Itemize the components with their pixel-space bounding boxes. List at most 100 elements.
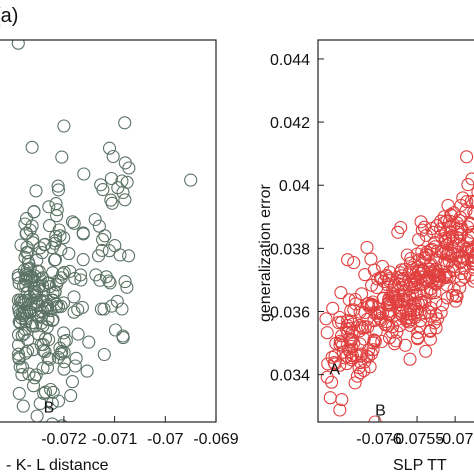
left-data-point — [102, 274, 116, 288]
left-data-point — [19, 430, 31, 442]
right-data-point — [349, 297, 363, 311]
left-data-point — [50, 203, 64, 217]
left-data-point — [26, 270, 40, 285]
right-data-point — [469, 247, 474, 260]
right-data-point — [368, 415, 382, 422]
right-data-point — [428, 236, 442, 250]
right-data-point — [327, 356, 341, 370]
right-data-point — [408, 278, 422, 292]
right-data-point — [375, 334, 389, 349]
left-data-point — [76, 226, 90, 240]
left-data-point — [92, 219, 106, 233]
left-data-point — [30, 409, 44, 422]
right-data-point — [347, 256, 361, 270]
right-data-point — [348, 376, 362, 390]
right-data-point — [431, 269, 445, 284]
left-data-point — [36, 271, 50, 285]
right-data-point — [399, 305, 413, 319]
right-data-point — [440, 247, 454, 261]
right-data-point — [447, 282, 461, 296]
right-plot-frame — [317, 39, 474, 423]
left-data-point — [93, 273, 107, 287]
right-data-point — [429, 276, 443, 290]
right-data-point — [399, 284, 413, 298]
left-data-point — [111, 181, 125, 195]
left-data-point — [25, 140, 39, 154]
right-y-tick-label: 0.034 — [270, 368, 310, 385]
left-points-layer — [11, 40, 198, 442]
left-data-point — [65, 215, 80, 229]
left-data-point — [88, 212, 102, 227]
right-y-tick-label: 0.044 — [270, 52, 310, 69]
right-data-point — [404, 313, 418, 327]
right-data-point — [380, 278, 394, 292]
left-data-point — [14, 238, 28, 252]
right-data-point — [361, 350, 375, 364]
right-data-point — [423, 243, 437, 257]
right-data-point — [395, 263, 409, 277]
left-data-point — [15, 368, 29, 382]
left-data-point — [73, 268, 88, 282]
panel-label: (a) — [0, 5, 18, 27]
left-data-point — [104, 171, 118, 186]
right-data-point — [415, 298, 429, 312]
right-points-layer — [319, 150, 474, 439]
right-data-point — [336, 345, 350, 359]
right-y-tick-label: 0.038 — [270, 241, 310, 258]
left-x-ticks: -0.072 -0.071 -0.07 -0.069 — [41, 416, 239, 448]
right-data-point — [358, 268, 372, 282]
right-data-point — [430, 312, 445, 326]
left-data-point — [97, 347, 111, 362]
right-data-point — [368, 334, 382, 348]
left-data-point — [54, 243, 68, 257]
left-data-point — [12, 304, 26, 319]
right-data-point — [323, 391, 337, 405]
left-data-point — [91, 249, 106, 263]
left-data-point — [45, 396, 59, 410]
right-data-point — [428, 316, 442, 330]
right-data-point — [334, 286, 348, 300]
right-x-axis-label: SLP TT — [393, 457, 447, 474]
left-data-point — [12, 276, 26, 290]
right-data-point — [465, 172, 474, 186]
right-data-point — [449, 251, 463, 265]
right-data-point — [371, 309, 385, 323]
right-data-point — [391, 225, 405, 239]
right-data-point — [450, 289, 464, 303]
right-data-point — [458, 270, 472, 284]
right-data-point — [319, 312, 333, 326]
right-data-point — [471, 186, 474, 198]
left-scatter-panel: -0.072 -0.071 -0.07 -0.069 - K- L distance … — [0, 39, 239, 474]
left-data-point — [46, 385, 60, 399]
right-y-tick-label: 0.036 — [270, 305, 310, 322]
right-axis-ticks: -0.076-0.0755-0.07 0.034 0.036 0.038 0.04 0.0… — [270, 52, 474, 448]
right-data-point — [330, 427, 342, 439]
right-data-point — [468, 195, 474, 208]
left-data-point — [12, 386, 26, 400]
left-data-point — [57, 326, 71, 340]
right-data-point — [347, 303, 361, 317]
right-data-point — [410, 331, 424, 345]
left-data-point — [115, 174, 129, 188]
left-data-point — [122, 161, 136, 175]
left-data-point — [40, 361, 55, 375]
left-data-point — [43, 352, 57, 366]
left-data-point — [102, 141, 117, 155]
right-data-point — [345, 353, 359, 367]
left-data-point — [11, 268, 25, 282]
right-data-point — [464, 195, 474, 209]
right-data-point — [456, 191, 470, 205]
right-data-point — [436, 298, 450, 312]
right-data-point — [423, 332, 437, 346]
right-data-point — [412, 253, 426, 267]
right-data-point — [358, 355, 372, 369]
left-data-point — [69, 351, 83, 365]
left-data-point — [49, 197, 63, 211]
left-data-point — [96, 233, 110, 247]
right-data-point — [398, 338, 412, 352]
right-data-point — [385, 325, 399, 339]
left-x-axis-label: - K- L distance — [6, 457, 109, 474]
left-data-point — [13, 315, 27, 329]
right-data-point — [426, 225, 440, 239]
right-data-point — [450, 216, 464, 230]
